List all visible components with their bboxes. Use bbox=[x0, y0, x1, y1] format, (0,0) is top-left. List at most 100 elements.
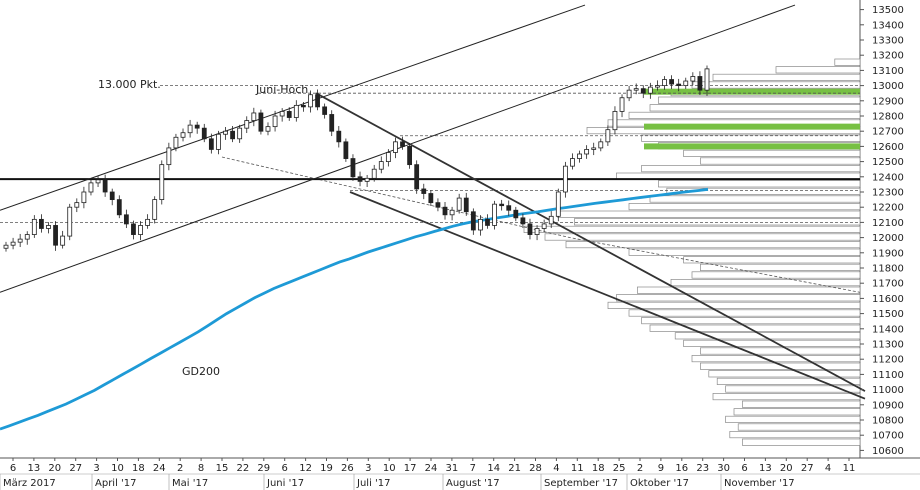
profile-bar bbox=[557, 210, 861, 218]
x-tick-label: 6 bbox=[10, 463, 16, 474]
candle-body bbox=[322, 106, 328, 115]
candle-body bbox=[159, 164, 165, 200]
candle-body bbox=[393, 141, 398, 153]
x-tick-label: 24 bbox=[425, 463, 438, 474]
candle-body bbox=[24, 234, 30, 240]
y-tick-label: 11500 bbox=[872, 309, 904, 320]
candle-body bbox=[570, 158, 575, 167]
candle-body bbox=[315, 94, 320, 108]
profile-bar bbox=[628, 309, 861, 317]
candle-body bbox=[145, 218, 151, 226]
x-tick-label: 18 bbox=[132, 463, 145, 474]
candle-body bbox=[492, 203, 497, 226]
candle-body bbox=[584, 149, 590, 155]
profile-bar bbox=[733, 408, 861, 416]
profile-bar bbox=[725, 415, 861, 423]
profile-bar bbox=[700, 157, 861, 165]
x-tick-label: 22 bbox=[237, 463, 250, 474]
y-tick-label: 12600 bbox=[872, 142, 904, 153]
volume-profile bbox=[523, 58, 861, 446]
candle-body bbox=[683, 80, 689, 87]
x-tick-label: 16 bbox=[675, 463, 688, 474]
candle-body bbox=[442, 206, 448, 216]
profile-bar bbox=[637, 286, 861, 294]
candle-body bbox=[300, 104, 306, 108]
y-tick-label: 11900 bbox=[872, 248, 904, 259]
month-label: Juni '17 bbox=[266, 478, 304, 489]
profile-bar bbox=[628, 248, 861, 256]
wedge-upper bbox=[315, 92, 866, 392]
profile-bar bbox=[775, 66, 861, 74]
x-tick-label: 15 bbox=[216, 463, 229, 474]
x-tick-label: 2 bbox=[177, 463, 183, 474]
wedge-lower bbox=[349, 191, 866, 400]
candle-body bbox=[690, 76, 696, 82]
candle-body bbox=[449, 209, 455, 216]
candle-body bbox=[187, 124, 193, 134]
y-tick-label: 12300 bbox=[872, 188, 904, 199]
candle-body bbox=[95, 179, 101, 184]
x-tick-label: 14 bbox=[487, 463, 500, 474]
x-tick-label: 28 bbox=[529, 463, 542, 474]
candle-body bbox=[279, 111, 285, 117]
candle-body bbox=[499, 203, 505, 207]
candle-body bbox=[102, 179, 108, 193]
profile-bar bbox=[641, 134, 861, 142]
y-tick-label: 13400 bbox=[872, 20, 904, 31]
y-tick-label: 10800 bbox=[872, 416, 904, 427]
month-label: August '17 bbox=[446, 478, 500, 489]
candle-body bbox=[180, 132, 186, 138]
x-tick-label: 11 bbox=[571, 463, 584, 474]
x-tick-label: 12 bbox=[299, 463, 312, 474]
x-tick-label: 31 bbox=[446, 463, 459, 474]
annotations: 13.000 Pkt. Juni-Hoch GD200 bbox=[98, 78, 308, 378]
y-tick-label: 12700 bbox=[872, 127, 904, 138]
candle-body bbox=[237, 127, 243, 140]
candle-body bbox=[194, 124, 200, 129]
candle-body bbox=[591, 147, 597, 150]
candle-body bbox=[378, 161, 384, 170]
y-tick-label: 12100 bbox=[872, 218, 904, 229]
profile-bar bbox=[574, 218, 861, 226]
candle-body bbox=[10, 241, 16, 246]
highlight-zone bbox=[644, 123, 860, 130]
profile-bar bbox=[716, 377, 861, 385]
y-tick-label: 12500 bbox=[872, 157, 904, 168]
profile-bar bbox=[658, 96, 861, 104]
profile-bar bbox=[708, 370, 861, 378]
candle-body bbox=[676, 83, 682, 87]
x-tick-label: 18 bbox=[592, 463, 605, 474]
candle-body bbox=[53, 225, 58, 246]
x-tick-label: 25 bbox=[613, 463, 626, 474]
profile-bar bbox=[658, 180, 861, 188]
candle-body bbox=[201, 127, 207, 140]
x-tick-label: 20 bbox=[780, 463, 793, 474]
profile-bar bbox=[691, 355, 861, 363]
x-tick-label: 8 bbox=[198, 463, 204, 474]
y-tick-label: 10900 bbox=[872, 400, 904, 411]
candle-body bbox=[116, 199, 122, 216]
gd200-line bbox=[0, 187, 709, 431]
candle-body bbox=[385, 152, 391, 162]
y-tick-label: 12000 bbox=[872, 233, 904, 244]
candle-body bbox=[67, 206, 73, 237]
y-tick-label: 13200 bbox=[872, 51, 904, 62]
y-tick-label: 10600 bbox=[872, 446, 904, 457]
y-tick-label: 13000 bbox=[872, 81, 904, 92]
profile-bar bbox=[607, 301, 861, 309]
month-label: Juli '17 bbox=[356, 478, 391, 489]
profile-bar bbox=[649, 104, 861, 112]
y-tick-label: 13100 bbox=[872, 66, 904, 77]
candle-body bbox=[605, 129, 611, 143]
profile-bar bbox=[691, 271, 861, 279]
candle-body bbox=[704, 68, 710, 91]
candle-body bbox=[17, 238, 23, 243]
candle-body bbox=[548, 215, 554, 225]
candle-body bbox=[138, 225, 143, 235]
profile-bar bbox=[742, 438, 861, 446]
y-tick-label: 12900 bbox=[872, 96, 904, 107]
x-tick-label: 3 bbox=[93, 463, 99, 474]
candle-body bbox=[527, 223, 533, 235]
month-label: April '17 bbox=[95, 478, 137, 489]
y-tick-label: 11700 bbox=[872, 279, 904, 290]
